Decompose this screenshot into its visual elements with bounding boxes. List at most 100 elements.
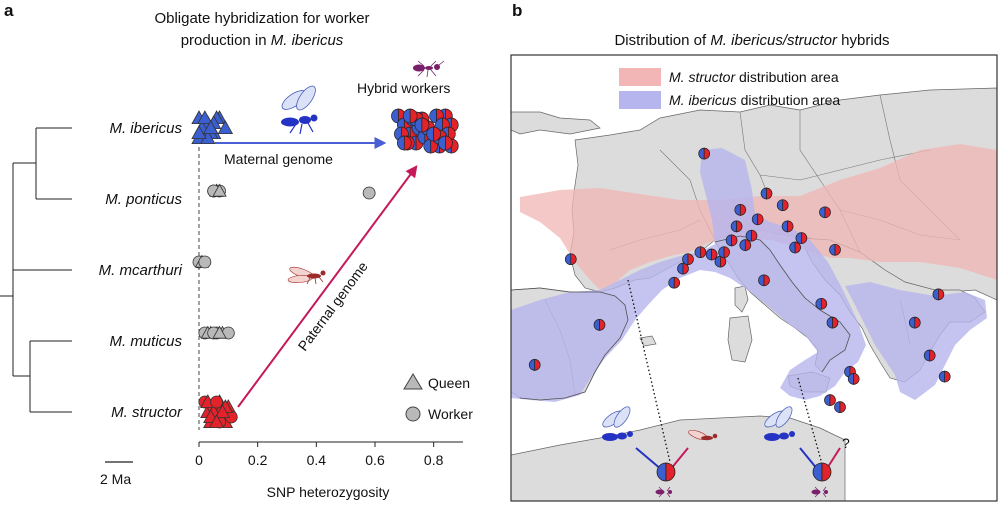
male-wasp-red-icon — [287, 266, 326, 285]
hybrid-site-marker — [745, 229, 758, 242]
hybrid-workers-label: Hybrid workers — [357, 80, 450, 96]
scale-bar-label: 2 Ma — [100, 471, 131, 487]
hybrid-site-marker — [718, 246, 730, 259]
panel-a-letter: a — [4, 1, 14, 20]
hybrid-site-marker — [682, 253, 694, 266]
panel-a: a Obligate hybridization for worker prod… — [0, 1, 473, 500]
cross-diagram-left — [602, 406, 718, 498]
ibericus-legend-swatch — [619, 91, 661, 109]
queen-point — [212, 183, 227, 197]
x-tick-label: 0 — [195, 452, 203, 468]
structor-queen-point — [208, 414, 225, 429]
scatter-points — [191, 108, 459, 429]
species-label: M. structor — [111, 404, 183, 421]
hybrid-site-marker — [815, 297, 828, 310]
hybrid-site-marker — [834, 401, 846, 413]
panel-b-letter: b — [512, 1, 522, 20]
hybrid-site-marker — [565, 253, 577, 266]
x-axis: 0 0.2 0.4 0.6 0.8 — [195, 441, 463, 468]
hybrid-site-marker — [781, 220, 794, 233]
x-tick-label: 0.2 — [248, 452, 268, 468]
hybrid-site-marker — [593, 319, 606, 331]
worker-ant-icon — [413, 60, 445, 78]
paternal-arrow — [237, 165, 418, 408]
map-legend: M. structor distribution area M. ibericu… — [619, 68, 840, 109]
hybrid-worker-point — [438, 135, 453, 151]
hybrid-site-marker — [795, 232, 808, 244]
panel-a-title-line1: Obligate hybridization for worker — [154, 10, 369, 27]
ibericus-queen-point — [197, 110, 213, 124]
hybrid-worker-point — [414, 117, 430, 133]
hybrid-site-marker — [829, 243, 841, 256]
species-label: M. muticus — [109, 333, 182, 350]
hybrid-site-marker — [698, 147, 710, 160]
hybrid-site-marker — [528, 359, 541, 371]
x-tick-label: 0.6 — [365, 452, 385, 468]
hybrid-site-marker — [938, 370, 951, 383]
hybrid-site-marker — [847, 373, 860, 385]
structor-legend-swatch — [619, 68, 661, 86]
hybrid-site-marker — [751, 213, 764, 226]
hybrid-site-marker — [932, 288, 945, 301]
hybrid-site-marker — [694, 246, 707, 259]
hybrid-sites — [528, 147, 951, 413]
worker-ant-icon — [811, 486, 828, 498]
hybrid-site-marker — [734, 204, 747, 216]
hybrid-site-marker — [730, 220, 743, 233]
worker-ant-icon — [655, 486, 672, 498]
map-frame — [510, 54, 998, 502]
hybrid-site-marker — [668, 276, 680, 289]
hybrid-site-marker — [677, 262, 689, 275]
queen-wasp-blue-icon — [602, 406, 633, 441]
hybrid-site-marker — [760, 187, 773, 200]
marker-legend: Queen Worker — [403, 373, 473, 422]
link-line-sicily — [797, 377, 823, 465]
species-label: M. ibericus — [109, 120, 182, 137]
link-line-iberia — [627, 279, 671, 463]
hybrid-site-marker — [705, 248, 718, 261]
x-tick-label: 0.4 — [307, 452, 327, 468]
hybrid-site-marker — [789, 241, 801, 254]
ibericus-queen-point — [203, 120, 219, 135]
hybrid-site-marker — [819, 206, 831, 219]
hybrid-site-marker — [909, 316, 921, 329]
queen-legend-marker — [403, 373, 423, 390]
x-axis-label: SNP heterozygosity — [267, 484, 390, 500]
maternal-genome-label: Maternal genome — [224, 151, 333, 167]
ibericus-queen-point — [191, 125, 207, 140]
phylogeny-tree — [0, 127, 72, 413]
ibericus-queen-point — [217, 120, 234, 135]
coastlines — [511, 235, 851, 401]
worker-legend-label: Worker — [428, 406, 473, 422]
worker-point — [362, 186, 376, 200]
europe-map — [511, 55, 997, 501]
queen-wasp-blue-icon — [764, 406, 795, 441]
hybrid-site-marker — [824, 394, 836, 406]
ibericus-distribution-area — [511, 148, 987, 402]
unknown-father-question-mark: ? — [842, 435, 850, 451]
hybrid-worker-point — [426, 126, 442, 142]
male-wasp-red-icon — [688, 429, 718, 441]
worker-legend-marker — [405, 406, 421, 422]
species-label: M. mcarthuri — [99, 262, 183, 279]
panel-b-title: Distribution of M. ibericus/structor hyb… — [614, 32, 889, 49]
species-labels: M. ibericus M. ponticus M. mcarthuri M. mut… — [99, 120, 183, 421]
queen-wasp-blue-icon — [281, 85, 318, 135]
hybrid-site-marker — [739, 239, 752, 251]
structor-worker-point — [210, 395, 224, 409]
hybrid-site-marker — [826, 316, 839, 329]
panel-a-title-line2: production in M. ibericus — [181, 32, 344, 49]
hybrid-site-marker — [776, 199, 789, 212]
worker-point — [198, 255, 212, 269]
ibericus-legend-label: M. ibericus distribution area — [669, 92, 840, 108]
x-tick-label: 0.8 — [424, 452, 444, 468]
queen-point — [212, 325, 227, 339]
hybrid-site-marker — [923, 349, 936, 362]
hybrid-worker-point — [402, 108, 418, 124]
hybrid-site-marker — [758, 274, 770, 287]
structor-legend-label: M. structor distribution area — [669, 69, 839, 85]
hybrid-site-marker — [725, 234, 738, 247]
cross-diagram-right: ? — [764, 406, 850, 498]
species-label: M. ponticus — [105, 191, 182, 208]
